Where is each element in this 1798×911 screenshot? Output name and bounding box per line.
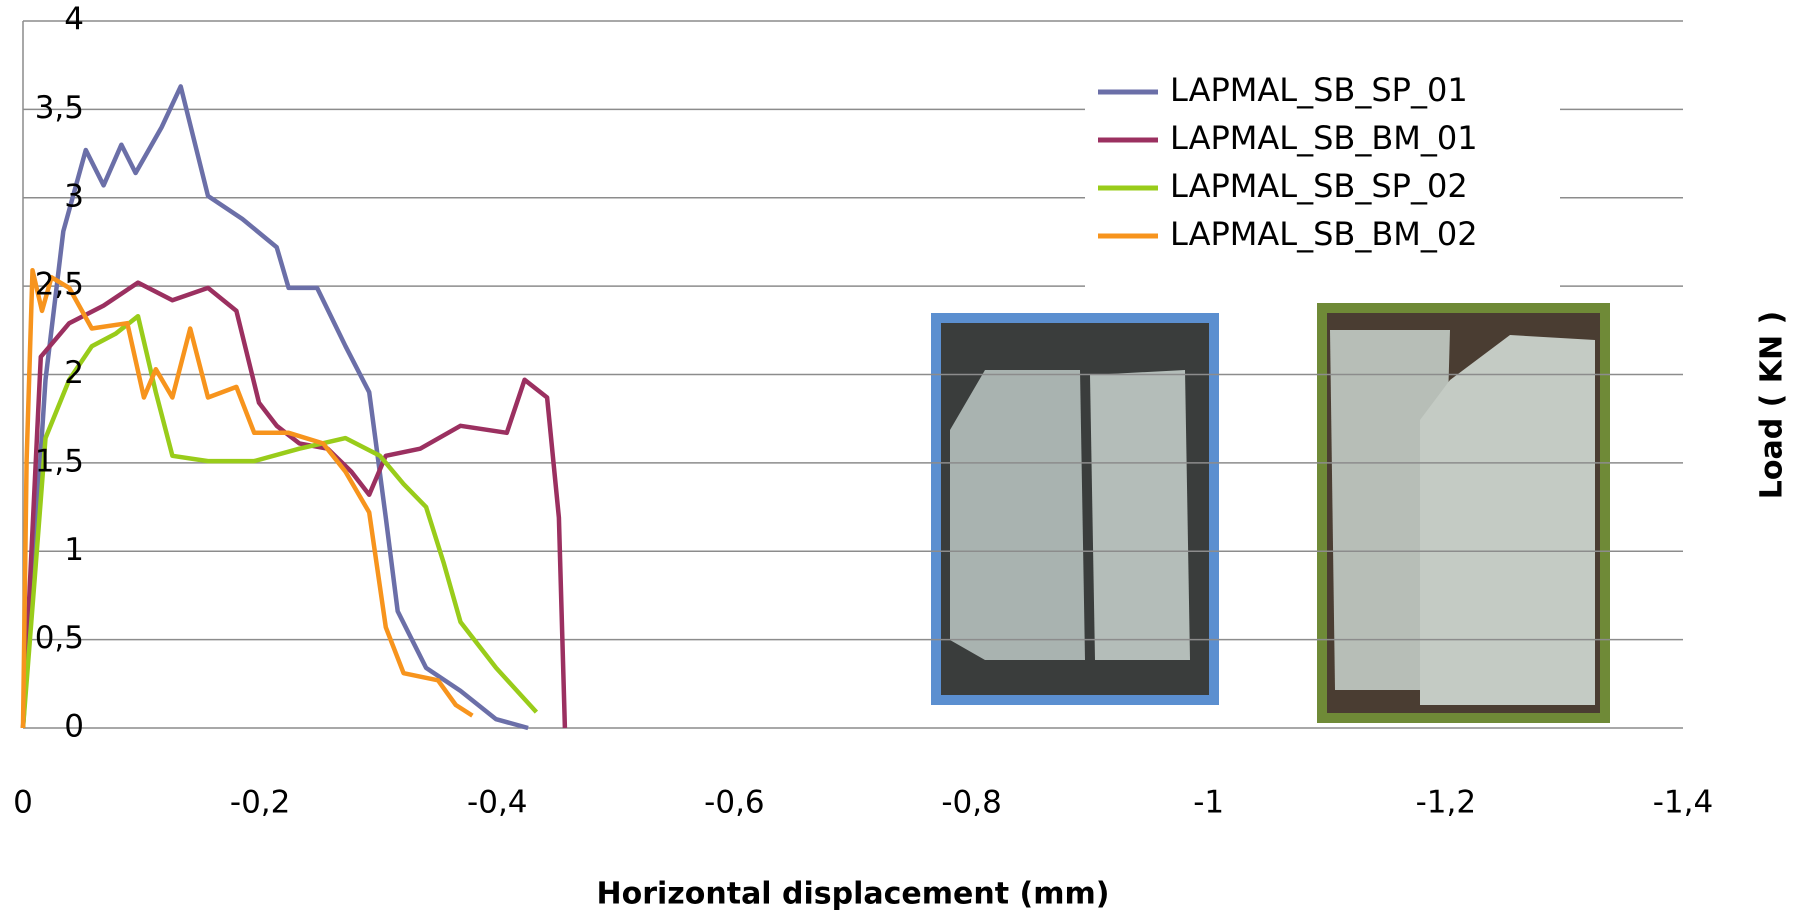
x-tick-label: 0 <box>13 785 33 821</box>
x-tick-label: -0,6 <box>704 785 765 821</box>
x-tick-label: -0,2 <box>230 785 291 821</box>
y-axis-title: Load ( KN ) <box>1755 311 1790 500</box>
x-tick-label: -1,2 <box>1416 785 1477 821</box>
y-tick-label: 0,5 <box>35 620 84 656</box>
y-tick-label: 2 <box>64 355 84 391</box>
photo-2 <box>1317 303 1610 723</box>
stone-block <box>1090 370 1190 660</box>
series-line <box>20 280 568 729</box>
y-tick-label: 1,5 <box>35 443 84 479</box>
series-line <box>20 84 529 731</box>
series-line <box>20 267 474 729</box>
legend-box <box>1085 68 1560 288</box>
photo-1 <box>931 313 1219 705</box>
x-tick-label: -1 <box>1193 785 1224 821</box>
x-tick-label: -0,8 <box>941 785 1002 821</box>
legend-label: LAPMAL_SB_SP_01 <box>1170 71 1468 109</box>
x-tick-label: -1,4 <box>1653 785 1714 821</box>
legend-label: LAPMAL_SB_BM_01 <box>1170 119 1478 157</box>
series-line <box>20 313 539 729</box>
legend: LAPMAL_SB_SP_01 LAPMAL_SB_BM_01 LAPMAL_SB_… <box>1098 71 1478 253</box>
ticks: 0 0,5 1 1,5 2 2,5 3 3,5 4 0 -0,2 -0,4 -0,6 -0,8 -1 -1,2… <box>13 2 1713 821</box>
lines <box>20 84 568 731</box>
x-axis-title: Horizontal displacement (mm) <box>597 877 1110 911</box>
x-tick-label: -0,4 <box>467 785 528 821</box>
y-tick-label: 1 <box>64 532 84 568</box>
stone-block <box>950 370 1085 660</box>
stone-block <box>1420 335 1595 705</box>
legend-label: LAPMAL_SB_BM_02 <box>1170 215 1478 253</box>
y-tick-label: 3 <box>64 178 84 214</box>
legend-label: LAPMAL_SB_SP_02 <box>1170 167 1468 205</box>
y-tick-label: 4 <box>64 2 84 38</box>
y-tick-label: 0 <box>64 709 84 745</box>
y-tick-label: 3,5 <box>35 90 84 126</box>
y-tick-label: 2,5 <box>35 267 84 303</box>
